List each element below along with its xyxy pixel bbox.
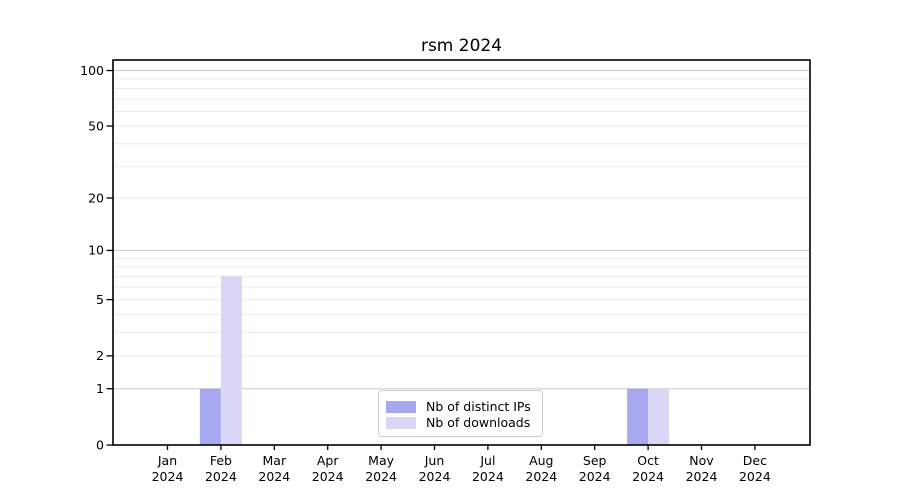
x-tick-label-year-dec: 2024 [739,469,771,484]
bar-feb-downloads [220,276,242,445]
x-tick-label-month-jun: Jun [424,453,445,468]
x-tick-label-year-may: 2024 [365,469,397,484]
x-tick-label-month-mar: Mar [263,453,287,468]
x-tick-label-month-may: May [368,453,394,468]
y-tick-label-10: 10 [88,243,104,258]
y-tick-label-0: 0 [96,437,104,452]
y-tick-label-20: 20 [88,190,104,205]
x-tick-label-month-jan: Jan [157,453,177,468]
x-tick-label-year-mar: 2024 [258,469,290,484]
x-tick-label-year-jun: 2024 [419,469,451,484]
x-tick-label-year-jul: 2024 [472,469,504,484]
x-tick-label-year-apr: 2024 [312,469,344,484]
x-tick-label-month-nov: Nov [689,453,714,468]
chart-title: rsm 2024 [420,36,503,56]
y-tick-label-2: 2 [96,348,104,363]
legend-label-downloads: Nb of downloads [426,415,531,430]
x-tick-label-month-sep: Sep [583,453,607,468]
legend-swatch-downloads [386,416,416,429]
x-tick-label-month-oct: Oct [637,453,659,468]
plot-border [112,59,811,446]
bar-oct-downloads [648,388,670,445]
x-tick-label-year-jan: 2024 [152,469,184,484]
legend-label-distinct-ips: Nb of distinct IPs [426,399,531,414]
legend-item-distinct-ips: Nb of distinct IPs [386,399,534,414]
x-tick-label-month-jul: Jul [479,453,495,468]
bar-feb-distinct-ips [199,388,221,445]
y-tick-label-100: 100 [80,63,104,78]
y-tick-label-50: 50 [88,118,104,133]
x-tick-label-year-feb: 2024 [205,469,237,484]
legend: Nb of distinct IPs Nb of downloads [378,390,543,437]
x-tick-label-month-apr: Apr [317,453,339,468]
x-tick-label-year-sep: 2024 [579,469,611,484]
x-tick-label-year-oct: 2024 [632,469,664,484]
x-tick-label-month-aug: Aug [529,453,553,468]
x-tick-label-year-aug: 2024 [525,469,557,484]
x-tick-label-year-nov: 2024 [686,469,718,484]
y-tick-label-5: 5 [96,292,104,307]
bar-oct-distinct-ips [627,388,649,445]
y-tick-label-1: 1 [96,381,104,396]
legend-swatch-distinct-ips [386,400,416,413]
legend-item-downloads: Nb of downloads [386,415,534,430]
x-tick-label-month-dec: Dec [743,453,767,468]
x-tick-label-month-feb: Feb [210,453,232,468]
